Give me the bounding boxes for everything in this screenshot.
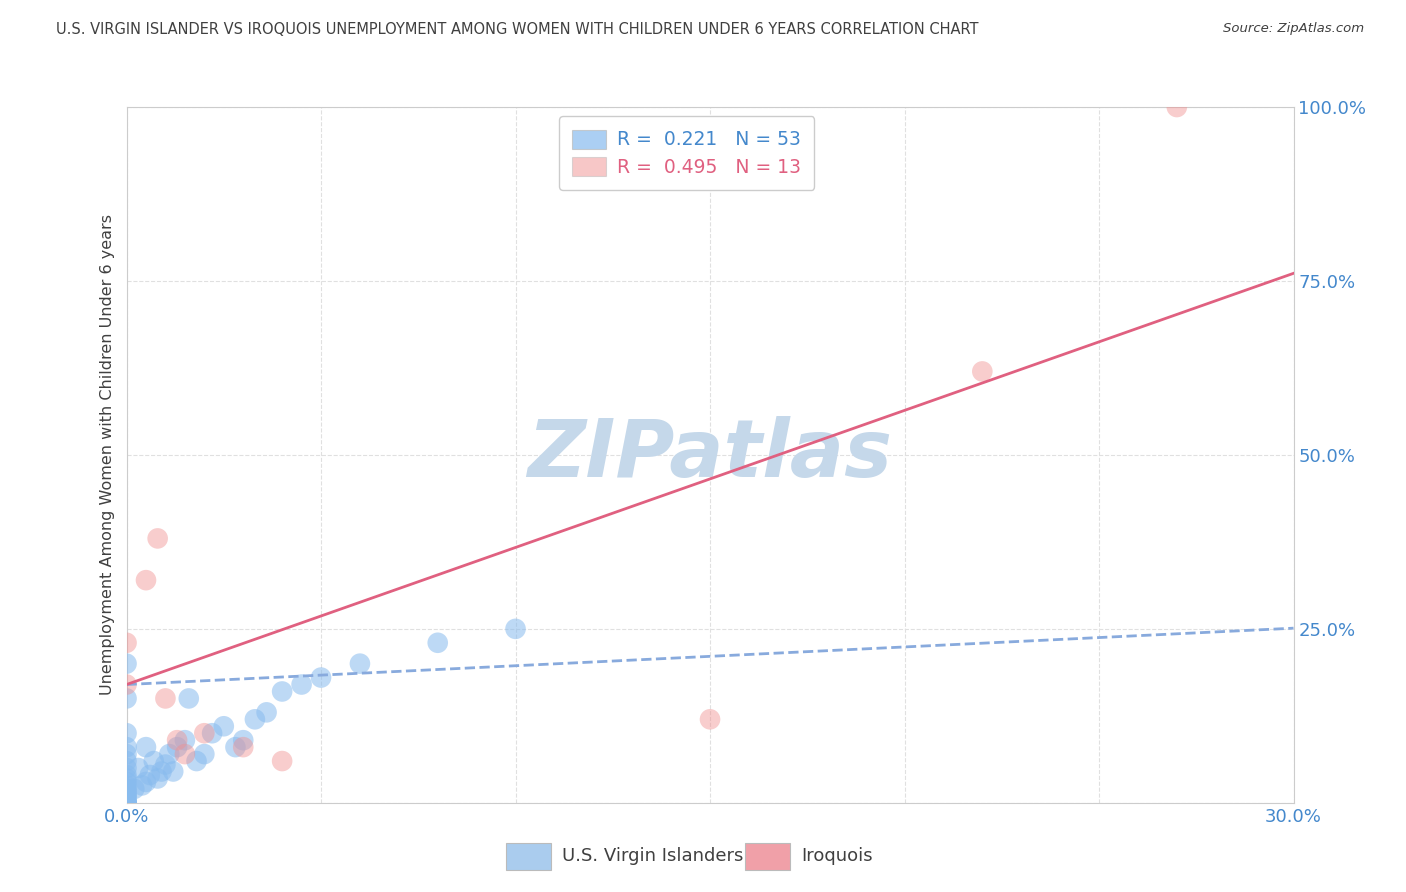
Point xyxy=(115,747,138,761)
Point xyxy=(232,733,254,747)
Point xyxy=(1166,100,1188,114)
Point xyxy=(166,733,188,747)
Point xyxy=(309,671,332,685)
Point xyxy=(256,706,278,720)
Point xyxy=(135,573,157,587)
Point xyxy=(115,778,138,792)
Point xyxy=(115,761,138,775)
Point xyxy=(972,364,994,378)
Point xyxy=(115,796,138,810)
Text: U.S. VIRGIN ISLANDER VS IROQUOIS UNEMPLOYMENT AMONG WOMEN WITH CHILDREN UNDER 6 : U.S. VIRGIN ISLANDER VS IROQUOIS UNEMPLO… xyxy=(56,22,979,37)
Y-axis label: Unemployment Among Women with Children Under 6 years: Unemployment Among Women with Children U… xyxy=(100,214,115,696)
Point xyxy=(115,785,138,799)
Point xyxy=(115,783,138,797)
Point xyxy=(135,775,157,789)
Point xyxy=(115,677,138,691)
Point xyxy=(193,726,215,740)
Point xyxy=(115,754,138,768)
Point xyxy=(146,772,169,786)
Point xyxy=(243,712,266,726)
Point xyxy=(155,757,177,772)
Point xyxy=(146,532,169,546)
Point xyxy=(115,796,138,810)
Point xyxy=(142,754,165,768)
Point xyxy=(115,691,138,706)
Point xyxy=(505,622,527,636)
Point xyxy=(349,657,371,671)
Point xyxy=(699,712,721,726)
Point xyxy=(139,768,162,782)
Point xyxy=(186,754,208,768)
Point xyxy=(174,733,197,747)
Point xyxy=(174,747,197,761)
Legend: R =  0.221   N = 53, R =  0.495   N = 13: R = 0.221 N = 53, R = 0.495 N = 13 xyxy=(560,117,814,190)
Point xyxy=(157,747,180,761)
Point xyxy=(115,781,138,796)
Point xyxy=(115,657,138,671)
Point xyxy=(162,764,184,779)
Point xyxy=(201,726,224,740)
Point xyxy=(115,796,138,810)
Point xyxy=(224,740,246,755)
Point xyxy=(271,754,294,768)
Text: U.S. Virgin Islanders: U.S. Virgin Islanders xyxy=(562,847,744,865)
Point xyxy=(131,778,153,792)
Point xyxy=(271,684,294,698)
Point xyxy=(115,636,138,650)
Point xyxy=(177,691,200,706)
Point xyxy=(150,764,173,779)
Point xyxy=(115,788,138,802)
Point xyxy=(166,740,188,755)
Text: ZIPatlas: ZIPatlas xyxy=(527,416,893,494)
Text: Source: ZipAtlas.com: Source: ZipAtlas.com xyxy=(1223,22,1364,36)
Point xyxy=(155,691,177,706)
Point xyxy=(115,796,138,810)
Point xyxy=(115,740,138,755)
Point xyxy=(115,772,138,786)
Point xyxy=(426,636,449,650)
Point xyxy=(212,719,235,733)
Point xyxy=(115,790,138,805)
Point xyxy=(115,726,138,740)
Point xyxy=(290,677,312,691)
Point xyxy=(115,789,138,803)
Point xyxy=(115,768,138,782)
Point xyxy=(115,796,138,810)
Point xyxy=(115,775,138,789)
Point xyxy=(115,792,138,806)
Point xyxy=(193,747,215,761)
Point xyxy=(127,761,149,775)
Point xyxy=(124,781,146,796)
Point xyxy=(115,796,138,810)
Text: Iroquois: Iroquois xyxy=(801,847,873,865)
Point xyxy=(232,740,254,755)
Point xyxy=(135,740,157,755)
